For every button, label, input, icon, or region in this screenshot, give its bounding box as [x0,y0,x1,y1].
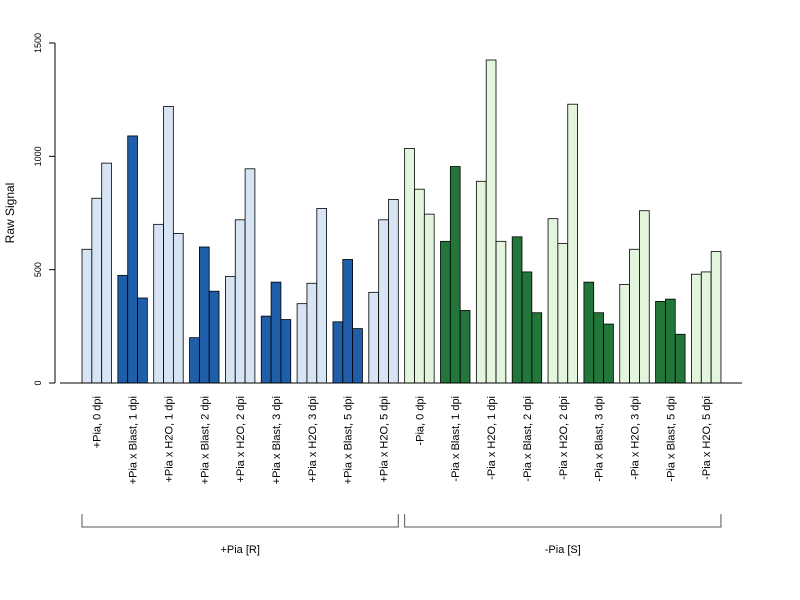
category-label: -Pia x H2O, 2 dpi [558,396,570,480]
bar [81,248,93,384]
bar [655,300,666,384]
bar [440,240,451,384]
bar [137,297,148,384]
group-bracket [404,514,722,528]
bar [189,337,200,384]
bar [619,283,630,384]
category-label: -Pia x H2O, 5 dpi [701,396,713,480]
bar [521,271,533,384]
category-label: +Pia x H2O, 3 dpi [307,396,319,483]
category-label: -Pia x H2O, 3 dpi [630,396,642,480]
bar [593,312,604,384]
bar [244,168,256,384]
bar [224,276,236,384]
bar [674,333,686,384]
category-label: +Pia x Blast, 5 dpi [343,396,355,484]
bar [414,188,425,384]
y-tick-label: 500 [33,262,43,277]
bar [280,319,292,384]
y-tick-label: 1000 [33,146,43,166]
bar [583,281,595,384]
bar [547,218,559,384]
bar [260,315,272,384]
bar [198,246,210,384]
category-label: +Pia x Blast, 3 dpi [271,396,283,484]
y-axis: 0 500 1000 1500 [33,33,56,386]
bar [639,210,650,384]
bar [449,166,461,384]
bar [296,303,308,384]
bar [208,290,220,384]
bar [700,271,712,384]
bar [101,162,112,384]
bar [423,213,435,384]
bar [172,232,184,384]
category-label: -Pia, 0 dpi [414,396,426,446]
bar [567,103,578,384]
category-label: +Pia x Blast, 2 dpi [199,396,211,484]
group-brackets: +Pia [R] -Pia [S] [81,514,722,556]
bar [511,236,523,384]
category-label: +Pia x Blast, 1 dpi [128,396,140,484]
y-axis-title: Raw Signal [3,183,17,244]
category-label: +Pia, 0 dpi [92,396,104,448]
bar [352,328,363,384]
category-label: +Pia x H2O, 1 dpi [163,396,175,483]
category-label: -Pia x Blast, 3 dpi [594,396,606,482]
category-label: -Pia x Blast, 5 dpi [665,396,677,482]
y-tick-label: 0 [33,380,43,385]
bar [342,259,353,384]
bars-layer [81,59,722,384]
bar [368,291,379,384]
bar [234,219,246,384]
bar [495,240,507,384]
group-bracket [81,514,399,528]
bar [306,282,318,384]
bar [629,248,640,384]
category-label: -Pia x Blast, 1 dpi [450,396,462,482]
bar [91,197,103,384]
bar [557,243,569,384]
bar [153,223,164,384]
y-tick-label: 1500 [33,33,43,53]
bar [691,273,702,384]
bar [485,59,497,384]
bar [404,147,415,384]
bar [475,180,487,384]
bar [117,274,129,384]
bar [459,310,471,384]
bar [378,219,389,384]
bar [270,281,282,384]
bar [531,312,543,384]
bar [603,323,614,384]
bar [127,135,138,384]
bar [316,208,327,384]
group-label: +Pia [R] [220,544,259,556]
bar [710,251,722,384]
category-label: -Pia x H2O, 1 dpi [486,396,498,480]
bar [332,321,344,384]
category-label: -Pia x Blast, 2 dpi [522,396,534,482]
category-label: +Pia x H2O, 2 dpi [235,396,247,483]
bar [388,198,399,384]
bar [665,298,676,384]
bar [163,106,174,384]
group-label: -Pia [S] [545,544,581,556]
category-label: +Pia x H2O, 5 dpi [379,396,391,483]
category-labels: +Pia, 0 dpi +Pia x Blast, 1 dpi +Pia x H2O… [92,396,714,484]
